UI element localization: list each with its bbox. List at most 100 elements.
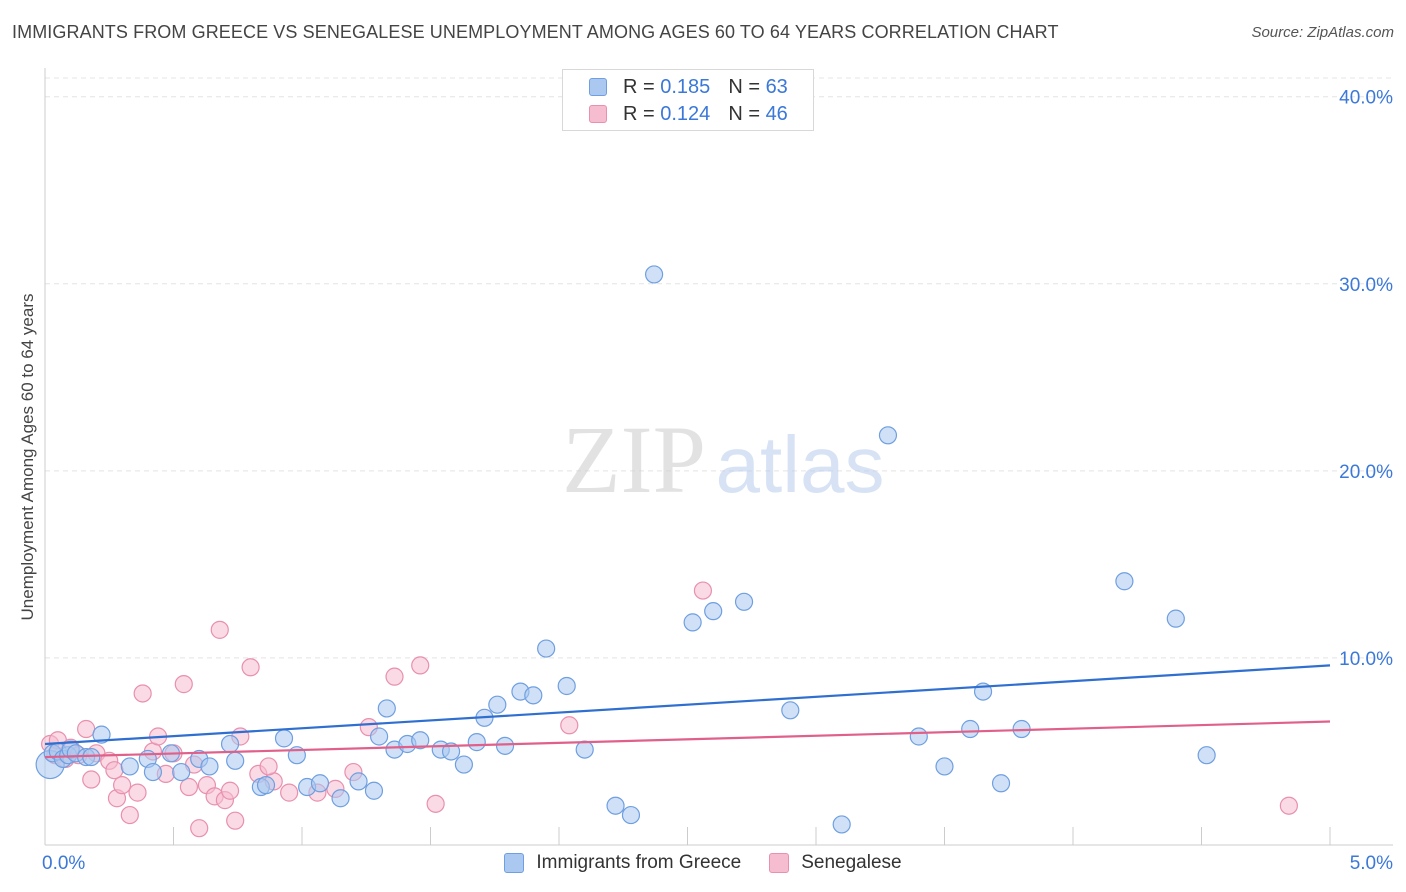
point-greece xyxy=(606,796,625,815)
point-greece xyxy=(370,727,389,746)
point-greece xyxy=(991,774,1011,793)
point-greece xyxy=(1166,609,1185,628)
legend-n-value-greece: 63 xyxy=(765,75,788,98)
legend-label-senegalese: Senegalese xyxy=(801,852,902,873)
legend-swatch-senegalese xyxy=(589,105,607,123)
point-senegalese xyxy=(77,719,96,739)
point-greece xyxy=(200,757,219,776)
watermark-atlas: atlas xyxy=(716,420,885,509)
chart-title: IMMIGRANTS FROM GREECE VS SENEGALESE UNE… xyxy=(12,22,1059,42)
point-senegalese xyxy=(426,794,445,813)
grid-lines xyxy=(45,77,1393,659)
legend-swatch-greece xyxy=(504,853,525,873)
point-greece xyxy=(621,805,641,825)
legend-r-label: R = xyxy=(623,102,655,125)
legend-row-senegalese: R = 0.124 N = 46 xyxy=(589,102,788,126)
trend-lines xyxy=(44,664,1331,759)
point-greece xyxy=(377,699,396,718)
point-greece xyxy=(935,757,954,776)
point-greece xyxy=(575,740,594,759)
legend-item-greece[interactable]: Immigrants from Greece xyxy=(504,852,741,874)
point-greece xyxy=(120,757,139,776)
legend-swatch-senegalese xyxy=(769,853,790,873)
point-greece xyxy=(310,774,330,793)
point-senegalese xyxy=(220,781,240,800)
point-greece xyxy=(454,755,474,774)
point-senegalese xyxy=(174,675,193,694)
legend-n-value-senegalese: 46 xyxy=(765,102,788,125)
correlation-legend: R = 0.185 N = 63 R = 0.124 N = 46 xyxy=(562,69,814,131)
legend-n-label: N = xyxy=(728,102,760,125)
series-legend: Immigrants from Greece Senegalese xyxy=(0,852,1406,874)
point-greece xyxy=(557,676,576,696)
legend-r-value-senegalese: 0.124 xyxy=(660,102,711,125)
point-greece xyxy=(411,731,430,750)
point-senegalese xyxy=(133,684,152,703)
point-senegalese xyxy=(226,811,245,830)
point-greece xyxy=(961,719,980,739)
point-greece xyxy=(274,729,294,748)
point-greece xyxy=(1115,572,1134,591)
y-tick-label: 30.0% xyxy=(1339,275,1393,296)
point-greece xyxy=(441,742,461,761)
trend-line-greece xyxy=(44,664,1331,746)
point-senegalese xyxy=(280,783,299,802)
trend-line-senegalese xyxy=(44,720,1331,759)
point-senegalese xyxy=(241,658,260,677)
legend-label-greece: Immigrants from Greece xyxy=(536,852,742,873)
point-greece xyxy=(909,727,928,746)
legend-row-greece: R = 0.185 N = 63 xyxy=(589,75,788,99)
point-senegalese xyxy=(560,716,579,735)
legend-r-value-greece: 0.185 xyxy=(660,75,711,98)
point-greece xyxy=(82,747,101,767)
x-tick-label: 0.0% xyxy=(42,853,85,874)
axes xyxy=(44,68,1393,846)
point-greece xyxy=(878,426,898,445)
point-senegalese xyxy=(190,819,209,838)
legend-item-senegalese[interactable]: Senegalese xyxy=(769,852,902,874)
point-greece xyxy=(172,762,191,782)
legend-n-label: N = xyxy=(728,75,760,98)
point-greece xyxy=(832,815,851,834)
point-senegalese xyxy=(385,667,404,686)
point-greece xyxy=(537,639,556,658)
y-tick-label: 10.0% xyxy=(1339,649,1393,670)
source-label: Source: ZipAtlas.com xyxy=(1251,24,1394,41)
legend-r-label: R = xyxy=(623,75,655,98)
point-greece xyxy=(143,762,163,782)
point-greece xyxy=(220,734,240,754)
point-senegalese xyxy=(179,777,199,797)
point-senegalese xyxy=(259,757,278,776)
point-greece xyxy=(488,695,507,714)
point-greece xyxy=(644,265,664,284)
watermark-zip: ZIP xyxy=(562,406,706,513)
point-greece xyxy=(349,772,368,791)
legend-swatch-greece xyxy=(589,78,607,96)
y-axis-title: Unemployment Among Ages 60 to 64 years xyxy=(18,294,37,621)
point-greece xyxy=(683,613,702,632)
point-greece xyxy=(256,776,276,795)
point-greece xyxy=(92,725,111,744)
point-greece xyxy=(331,789,350,808)
y-tick-label: 40.0% xyxy=(1339,88,1393,109)
point-senegalese xyxy=(411,656,430,675)
point-greece xyxy=(495,736,515,755)
point-greece xyxy=(734,592,754,611)
point-senegalese xyxy=(82,770,101,789)
point-greece xyxy=(1197,746,1216,765)
x-tick-label: 5.0% xyxy=(1350,853,1393,874)
point-greece xyxy=(524,686,543,705)
point-senegalese xyxy=(1279,796,1298,815)
point-greece xyxy=(226,751,245,770)
series-greece-points xyxy=(35,265,1216,834)
point-senegalese xyxy=(128,783,147,802)
point-senegalese xyxy=(105,761,124,780)
point-senegalese xyxy=(120,805,139,825)
axis-labels: 10.0% 20.0% 30.0% 40.0% 0.0% 5.0% xyxy=(42,88,1393,874)
point-greece xyxy=(704,602,723,621)
point-senegalese xyxy=(693,581,713,600)
point-senegalese xyxy=(210,620,229,639)
point-greece xyxy=(364,781,384,800)
series-senegalese-points xyxy=(41,581,1298,838)
